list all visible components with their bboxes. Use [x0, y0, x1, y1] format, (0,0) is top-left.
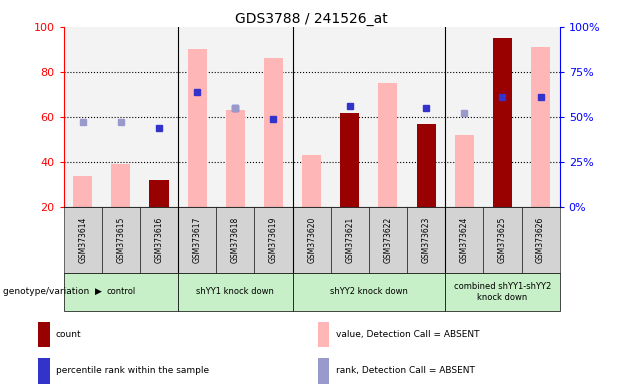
Bar [64, 207, 102, 273]
Bar [178, 27, 216, 207]
Text: GSM373623: GSM373623 [422, 217, 431, 263]
Text: GSM373619: GSM373619 [269, 217, 278, 263]
Text: GSM373624: GSM373624 [460, 217, 469, 263]
Bar [73, 176, 92, 207]
Bar [111, 164, 130, 207]
Bar [369, 207, 407, 273]
Text: GSM373617: GSM373617 [193, 217, 202, 263]
Title: GDS3788 / 241526_at: GDS3788 / 241526_at [235, 12, 388, 26]
Bar [64, 27, 102, 207]
Bar [38, 358, 50, 384]
Text: value, Detection Call = ABSENT: value, Detection Call = ABSENT [336, 330, 480, 339]
Text: shYY2 knock down: shYY2 knock down [330, 287, 408, 296]
Bar [445, 27, 483, 207]
Text: GSM373615: GSM373615 [116, 217, 125, 263]
Bar [302, 156, 321, 207]
Bar [407, 27, 445, 207]
Bar [522, 27, 560, 207]
Bar [378, 83, 398, 207]
Bar [522, 207, 560, 273]
Bar [331, 27, 369, 207]
Text: GSM373618: GSM373618 [231, 217, 240, 263]
Text: GSM373625: GSM373625 [498, 217, 507, 263]
Bar [64, 273, 178, 311]
Text: GSM373614: GSM373614 [78, 217, 87, 263]
Bar [216, 207, 254, 273]
Bar [340, 113, 359, 207]
Text: control: control [106, 287, 135, 296]
Text: GSM373616: GSM373616 [155, 217, 163, 263]
Text: percentile rank within the sample: percentile rank within the sample [56, 366, 209, 376]
Bar [140, 27, 178, 207]
Bar [531, 47, 550, 207]
Text: GSM373622: GSM373622 [384, 217, 392, 263]
Bar [254, 27, 293, 207]
Bar [293, 273, 445, 311]
Bar [331, 207, 369, 273]
Text: rank, Detection Call = ABSENT: rank, Detection Call = ABSENT [336, 366, 474, 376]
Bar [493, 38, 512, 207]
Bar [407, 207, 445, 273]
Bar [318, 358, 329, 384]
Text: genotype/variation  ▶: genotype/variation ▶ [3, 287, 102, 296]
Bar [140, 207, 178, 273]
Text: GSM373621: GSM373621 [345, 217, 354, 263]
Bar [483, 207, 522, 273]
Bar [417, 124, 436, 207]
Bar [254, 207, 293, 273]
Bar [102, 27, 140, 207]
Bar [445, 207, 483, 273]
Text: GSM373620: GSM373620 [307, 217, 316, 263]
Bar [318, 322, 329, 347]
Text: combined shYY1-shYY2
knock down: combined shYY1-shYY2 knock down [454, 282, 551, 301]
Bar [455, 135, 474, 207]
Bar [293, 27, 331, 207]
Text: GSM373626: GSM373626 [536, 217, 545, 263]
Bar [178, 207, 216, 273]
Bar [149, 180, 169, 207]
Bar [264, 58, 283, 207]
Bar [226, 110, 245, 207]
Text: shYY1 knock down: shYY1 knock down [197, 287, 274, 296]
Text: count: count [56, 330, 81, 339]
Bar [178, 273, 293, 311]
Bar [293, 207, 331, 273]
Bar [102, 207, 140, 273]
Bar [188, 50, 207, 207]
Bar [445, 273, 560, 311]
Bar [38, 322, 50, 347]
Bar [483, 27, 522, 207]
Bar [216, 27, 254, 207]
Bar [369, 27, 407, 207]
